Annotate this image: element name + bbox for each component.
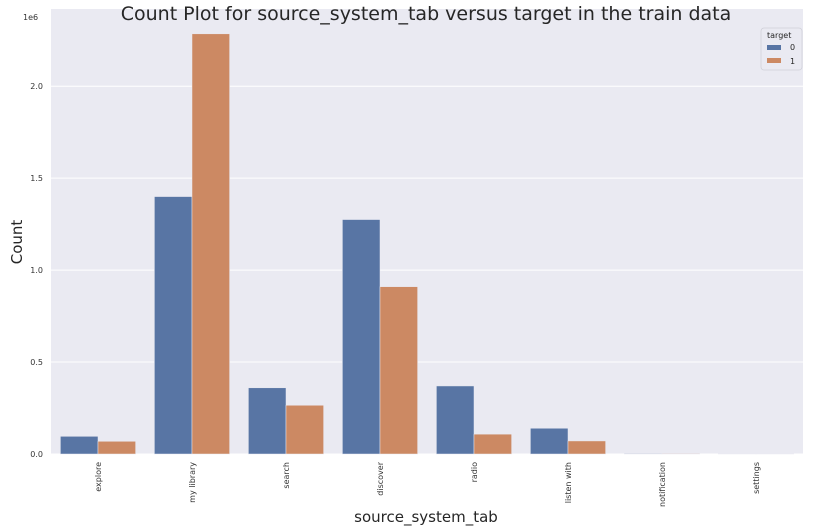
- x-tick-label: listen with: [564, 462, 573, 503]
- bar-my-library-target-0: [154, 196, 193, 455]
- x-tick-label: discover: [376, 461, 385, 495]
- y-tick-label: 2.0: [30, 82, 43, 91]
- x-tick-label: explore: [94, 462, 103, 492]
- x-tick-label: settings: [752, 462, 761, 494]
- bar-notification-target-1: [661, 453, 700, 455]
- legend-swatch-0: [767, 45, 781, 50]
- bar-search-target-0: [248, 387, 287, 455]
- legend-label-0: 0: [790, 43, 795, 52]
- legend-swatch-1: [767, 58, 781, 63]
- chart-title: Count Plot for source_system_tab versus …: [121, 3, 732, 25]
- bar-notification-target-0: [624, 453, 663, 455]
- bar-search-target-1: [285, 405, 324, 455]
- x-tick-label: radio: [470, 462, 479, 482]
- legend: target 0 1: [760, 27, 803, 71]
- y-tick-label: 1.0: [30, 266, 43, 275]
- y-ticks-layer: 0.0 0.5 1.0 1.5 2.0: [30, 82, 43, 459]
- bar-explore-target-1: [97, 441, 136, 455]
- y-tick-label: 0.0: [30, 450, 43, 459]
- y-tick-label: 1.5: [30, 174, 43, 183]
- x-axis-label: source_system_tab: [354, 508, 498, 527]
- bars-layer: [60, 33, 794, 455]
- bar-explore-target-0: [60, 436, 99, 455]
- bar-radio-target-0: [436, 385, 475, 455]
- x-tick-label: notification: [658, 462, 667, 507]
- legend-title: target: [767, 31, 791, 40]
- y-axis-label: Count: [8, 220, 26, 265]
- bar-listen-with-target-1: [567, 440, 606, 455]
- bar-discover-target-0: [342, 219, 381, 455]
- x-tick-label: search: [282, 462, 291, 489]
- bar-radio-target-1: [473, 433, 512, 455]
- x-ticks-layer: explore my library search discover radio list…: [94, 461, 761, 507]
- y-offset-text: 1e6: [23, 13, 38, 22]
- legend-label-1: 1: [790, 57, 795, 66]
- x-tick-label: my library: [188, 462, 197, 503]
- bar-my-library-target-1: [191, 33, 230, 455]
- bar-listen-with-target-0: [530, 428, 569, 455]
- y-tick-label: 0.5: [30, 358, 43, 367]
- bar-discover-target-1: [379, 286, 418, 455]
